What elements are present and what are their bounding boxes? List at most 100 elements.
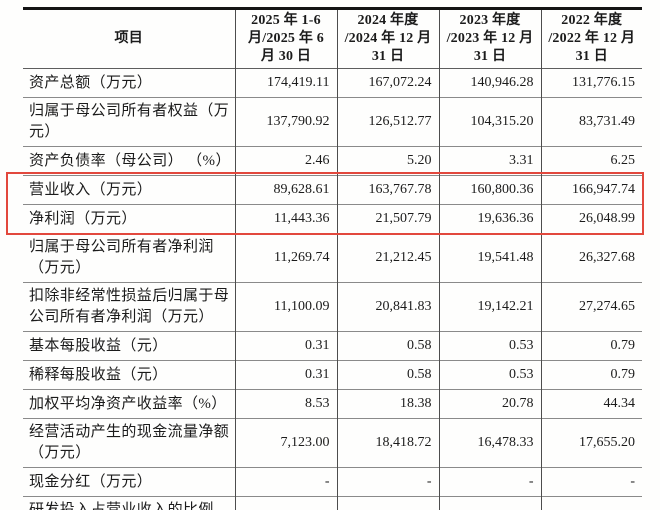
header-period-line: 2024 年度 — [357, 13, 419, 28]
header-period-line: 2022 年度 — [561, 13, 623, 28]
cell-value: 19,541.48 — [438, 233, 541, 283]
financial-summary-table: 项目 2025 年 1-6 月/2025 年 6 月 30 日 2024 年度/2024… — [23, 7, 642, 510]
cell-value: 44.34 — [540, 389, 642, 419]
row-label: 现金分红（万元） — [29, 473, 153, 490]
header-period-line: /2024 年 12 月 — [344, 31, 432, 46]
cell-value: 3.19 — [336, 496, 439, 510]
cell-value: 0.31 — [234, 331, 337, 361]
cell-value: 11,443.36 — [234, 204, 337, 234]
cell-value: 18,418.72 — [336, 418, 439, 468]
table-row: 净利润（万元） 11,443.36 21,507.79 19,636.36 26,048… — [23, 204, 642, 234]
cell-value: - — [336, 467, 439, 497]
cell-value: - — [234, 467, 337, 497]
header-period-line: 2025 年 1-6 — [251, 13, 321, 28]
cell-value: 17,655.20 — [540, 418, 642, 468]
cell-value: 18.38 — [336, 389, 439, 419]
cell-value: 6.25 — [540, 146, 642, 176]
cell-value: 163,767.78 — [336, 175, 439, 205]
header-item-label: 项目 — [114, 31, 143, 46]
table-row: 稀释每股收益（元） 0.31 0.58 0.53 0.79 — [23, 360, 642, 390]
cell-value: - — [438, 467, 541, 497]
cell-value: 26,327.68 — [540, 233, 642, 283]
header-period-line: 月/2025 年 6 — [248, 31, 324, 46]
cell-value: 0.53 — [438, 331, 541, 361]
cell-value: 21,507.79 — [336, 204, 439, 234]
cell-value: 167,072.24 — [336, 68, 439, 98]
row-label: 基本每股收益（元） — [29, 337, 168, 354]
header-period-line: /2022 年 12 月 — [548, 31, 636, 46]
header-period-line: 31 日 — [575, 49, 608, 64]
header-period-line: /2023 年 12 月 — [446, 31, 534, 46]
cell-value: 16,478.33 — [438, 418, 541, 468]
row-label: 扣除非经常性损益后归属于母公司所有者净利润（万元） — [29, 288, 230, 325]
row-label: 研发投入占营业收入的比例（%） — [29, 502, 214, 510]
table-row: 资产负债率（母公司） （%） 2.46 5.20 3.31 6.25 — [23, 146, 642, 176]
cell-value: 137,790.92 — [234, 97, 337, 147]
header-period-3: 2022 年度/2022 年 12 月 31 日 — [540, 8, 642, 69]
table-row: 资产总额（万元） 174,419.11 167,072.24 140,946.28 13… — [23, 68, 642, 98]
cell-value: 20,841.83 — [336, 282, 439, 332]
cell-value: 27,274.65 — [540, 282, 642, 332]
header-period-2: 2023 年度/2023 年 12 月 31 日 — [438, 8, 541, 69]
row-label: 经营活动产生的现金流量净额（万元） — [29, 424, 230, 461]
row-label: 加权平均净资产收益率（%） — [29, 395, 227, 412]
cell-value: 2.46 — [234, 146, 337, 176]
cell-value: 5.20 — [336, 146, 439, 176]
cell-value: 0.58 — [336, 331, 439, 361]
cell-value: 140,946.28 — [438, 68, 541, 98]
cell-value: 20.78 — [438, 389, 541, 419]
row-label: 归属于母公司所有者净利润（万元） — [29, 239, 214, 276]
row-label: 营业收入（万元） — [29, 181, 153, 198]
table-row: 扣除非经常性损益后归属于母公司所有者净利润（万元） 11,100.09 20,841… — [23, 282, 642, 332]
cell-value: 21,212.45 — [336, 233, 439, 283]
table-row: 加权平均净资产收益率（%） 8.53 18.38 20.78 44.34 — [23, 389, 642, 419]
header-period-line: 31 日 — [473, 49, 507, 64]
cell-value: 19,142.21 — [438, 282, 541, 332]
row-label: 归属于母公司所有者权益（万元） — [29, 103, 230, 140]
table-body: 资产总额（万元） 174,419.11 167,072.24 140,946.28 13… — [23, 68, 642, 510]
cell-value: 83,731.49 — [540, 97, 642, 147]
row-label: 稀释每股收益（元） — [29, 366, 168, 383]
row-label: 净利润（万元） — [29, 210, 137, 227]
cell-value: 3.11 — [438, 496, 541, 510]
row-label: 资产负债率（母公司） （%） — [29, 152, 231, 169]
cell-value: - — [540, 467, 642, 497]
table-row: 归属于母公司所有者净利润（万元） 11,269.74 21,212.45 19,541… — [23, 233, 642, 283]
table-row: 归属于母公司所有者权益（万元） 137,790.92 126,512.77 104,3… — [23, 97, 642, 147]
table-row: 经营活动产生的现金流量净额（万元） 7,123.00 18,418.72 16,478… — [23, 418, 642, 468]
cell-value: 89,628.61 — [234, 175, 337, 205]
cell-value: 131,776.15 — [540, 68, 642, 98]
header-period-line: 31 日 — [371, 49, 405, 64]
cell-value: 7,123.00 — [234, 418, 337, 468]
row-label: 资产总额（万元） — [29, 74, 153, 91]
cell-value: 3.31 — [438, 146, 541, 176]
cell-value: 11,269.74 — [234, 233, 337, 283]
cell-value: 0.58 — [336, 360, 439, 390]
cell-value: 0.79 — [540, 360, 642, 390]
header-period-0: 2025 年 1-6 月/2025 年 6 月 30 日 — [234, 8, 337, 69]
cell-value: 0.31 — [234, 360, 337, 390]
cell-value: 19,636.36 — [438, 204, 541, 234]
header-period-line: 2023 年度 — [459, 13, 521, 28]
header-period-1: 2024 年度/2024 年 12 月 31 日 — [336, 8, 439, 69]
table-row: 现金分红（万元） - - - - — [23, 467, 642, 497]
table-row: 研发投入占营业收入的比例（%） 3.023.193.113.31 — [23, 496, 642, 510]
cell-value: 160,800.36 — [438, 175, 541, 205]
table-header-row: 项目 2025 年 1-6 月/2025 年 6 月 30 日 2024 年度/2024… — [23, 8, 642, 69]
cell-value: 3.31 — [540, 496, 642, 510]
cell-value: 104,315.20 — [438, 97, 541, 147]
cell-value: 3.02 — [234, 496, 337, 510]
cell-value: 8.53 — [234, 389, 337, 419]
cell-value: 0.53 — [438, 360, 541, 390]
table-row: 营业收入（万元） 89,628.61 163,767.78 160,800.36 166… — [23, 175, 642, 205]
cell-value: 11,100.09 — [234, 282, 337, 332]
cell-value: 174,419.11 — [234, 68, 337, 98]
cell-value: 0.79 — [540, 331, 642, 361]
cell-value: 126,512.77 — [336, 97, 439, 147]
header-period-line: 月 30 日 — [260, 49, 312, 64]
cell-value: 166,947.74 — [540, 175, 642, 205]
table-row: 基本每股收益（元） 0.31 0.58 0.53 0.79 — [23, 331, 642, 361]
cell-value: 26,048.99 — [540, 204, 642, 234]
table-header: 项目 2025 年 1-6 月/2025 年 6 月 30 日 2024 年度/2024… — [23, 8, 642, 69]
